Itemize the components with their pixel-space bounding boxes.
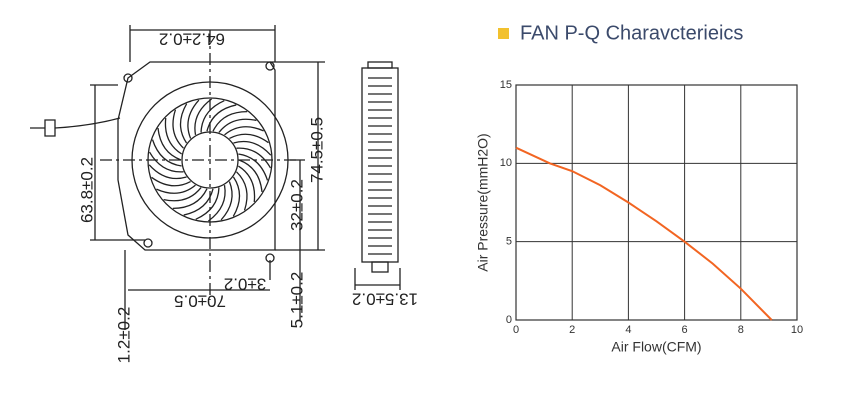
dimension-label: 74.5±0.5 bbox=[307, 117, 326, 183]
fan-drawing bbox=[30, 25, 401, 330]
pq-line bbox=[515, 146, 773, 321]
dimension-label: 63.8±0.2 bbox=[77, 157, 96, 223]
chart-title: FAN P-Q Charavcterieics bbox=[520, 22, 743, 44]
dimension-label: 1.2±0.2 bbox=[114, 307, 133, 364]
y-tick-label: 15 bbox=[500, 79, 512, 91]
dimension-label: 13.5±0.2 bbox=[352, 290, 418, 309]
x-tick-label: 8 bbox=[738, 324, 744, 336]
y-axis-label: Air Pressure(mmH2O) bbox=[475, 133, 491, 271]
x-axis-label: Air Flow(CFM) bbox=[611, 339, 701, 355]
x-tick-label: 2 bbox=[569, 324, 575, 336]
dimension-label: 32±0.2 bbox=[287, 179, 306, 231]
y-tick-label: 0 bbox=[506, 314, 512, 326]
title-marker bbox=[498, 28, 509, 39]
y-tick-label: 5 bbox=[506, 236, 512, 248]
y-tick-label: 10 bbox=[500, 157, 512, 169]
dimension-label: 5.1±0.2 bbox=[287, 272, 306, 329]
dimension-labels: 64.2±0.2 74.5±0.5 63.8±0.2 32±0.2 3±0.270±0.… bbox=[77, 30, 418, 364]
x-tick-label: 10 bbox=[791, 324, 803, 336]
dimension-label: 64.2±0.2 bbox=[159, 30, 225, 49]
dimension-label: 70±0.5 bbox=[174, 292, 226, 311]
x-tick-label: 4 bbox=[625, 324, 631, 336]
plot-frame bbox=[515, 84, 798, 321]
x-tick-label: 6 bbox=[682, 324, 688, 336]
dimension-label: 3±0.2 bbox=[224, 275, 266, 294]
x-tick-label: 0 bbox=[513, 324, 519, 336]
pq-chart: 0 5 10 15 0 2 4 6 8 10 Air Flow(CFM) Air Pressure(m… bbox=[475, 79, 803, 355]
